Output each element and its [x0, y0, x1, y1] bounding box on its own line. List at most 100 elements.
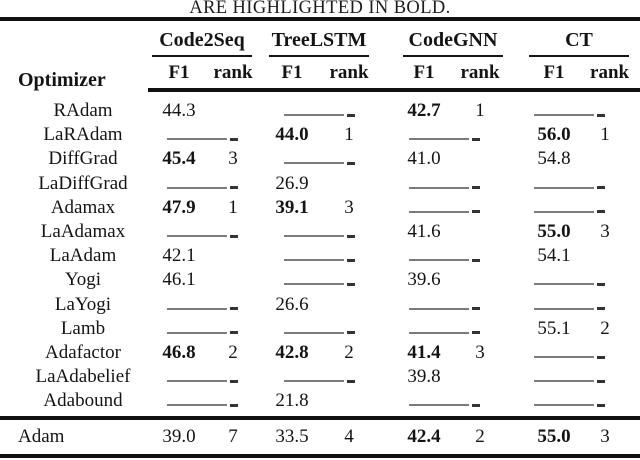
optimizer-name: DiffGrad [48, 148, 118, 170]
missing-value-dash [148, 123, 256, 147]
missing-value-dash [388, 317, 500, 341]
column-gap [256, 415, 262, 454]
missing-value-dash [388, 196, 500, 220]
column-gap [620, 317, 640, 341]
column-gap [376, 293, 388, 317]
group-header-codegnn: CodeGNN [388, 21, 518, 57]
rank-header-code2seq: rank [210, 57, 256, 92]
rank-value: 2 [600, 317, 610, 339]
rank-value [460, 220, 500, 244]
missing-value-dash [518, 293, 620, 317]
f1-header-ct: F1 [518, 57, 591, 92]
f1-header-treelstm: F1 [262, 57, 322, 92]
f1-value: 42.7 [407, 100, 441, 121]
optimizer-name: LaAdamax [40, 221, 126, 243]
dash-icon [166, 137, 238, 141]
column-gap [620, 172, 640, 196]
column-gap [376, 123, 388, 147]
column-gap [500, 57, 519, 92]
optimizer-row-adabound: Adabound 21.8 [0, 389, 640, 415]
f1-value: 42.8 [275, 342, 309, 364]
dash-icon [408, 210, 480, 214]
optimizer-name: Lamb [60, 317, 106, 339]
f1-value: 39.8 [407, 366, 441, 388]
missing-value-dash [388, 172, 500, 196]
missing-value-dash [518, 389, 620, 415]
f1-header-codegnn: F1 [388, 57, 460, 92]
column-gap [500, 123, 518, 147]
column-gap [620, 123, 640, 147]
optimizer-row-diffgrad: DiffGrad 45.4 3 41.0 54.8 [0, 147, 640, 171]
missing-value-dash [262, 147, 376, 171]
optimizer-name: LaDiffGrad [38, 172, 128, 194]
dash-icon [533, 186, 605, 190]
table-caption: ARE HIGHLIGHTED IN BOLD. [0, 0, 640, 17]
missing-value-dash [148, 172, 256, 196]
rank-header-treelstm: rank [322, 57, 376, 92]
column-gap [376, 92, 388, 123]
column-gap [376, 147, 388, 171]
f1-value: 44.0 [275, 124, 309, 146]
rank-value: 1 [475, 100, 485, 121]
group-header-code2seq: Code2Seq [148, 21, 256, 57]
missing-value-dash [148, 220, 256, 244]
column-gap [376, 268, 388, 292]
column-gap [620, 92, 640, 123]
missing-value-dash [262, 92, 376, 123]
f1-value: 55.1 [537, 317, 571, 339]
baseline-row-adam: Adam 39.0 7 33.5 4 42.4 2 55.0 3 [0, 415, 640, 454]
rank-value [210, 92, 256, 123]
column-gap [376, 21, 388, 57]
dash-icon [408, 137, 480, 141]
optimizer-rows: RAdam 44.3 42.7 1 LaRAdam 44.0 1 56.0 1 DiffGrad 4… [0, 92, 640, 416]
missing-value-dash [518, 341, 620, 365]
rank-value: 3 [600, 221, 610, 243]
missing-value-dash [518, 196, 620, 220]
rank-value [590, 147, 620, 171]
column-gap [500, 365, 518, 389]
f1-value: 42.1 [162, 245, 196, 267]
optimizer-row-laradam: LaRAdam 44.0 1 56.0 1 [0, 123, 640, 147]
optimizer-name: LaAdabelief [35, 366, 131, 388]
column-gap [620, 220, 640, 244]
dash-icon [533, 113, 605, 117]
optimizer-row-ladiffgrad: LaDiffGrad 26.9 [0, 172, 640, 196]
dash-icon [283, 258, 355, 262]
f1-value: 41.0 [407, 148, 441, 170]
dash-icon [408, 186, 480, 190]
optimizer-row-lamb: Lamb 55.1 2 [0, 317, 640, 341]
column-gap [256, 57, 262, 92]
optimizer-name: RAdam [53, 100, 113, 121]
missing-value-dash [148, 317, 256, 341]
dash-icon [283, 282, 355, 286]
table-header: Optimizer Code2Seq TreeLSTM CodeGNN CT F… [0, 21, 640, 92]
optimizer-row-layogi: LaYogi 26.6 [0, 293, 640, 317]
optimizer-name: LaAdam [49, 245, 117, 267]
rank-value [322, 172, 376, 196]
column-gap [620, 244, 640, 268]
column-gap [376, 172, 388, 196]
missing-value-dash [262, 365, 376, 389]
optimizer-name: LaRAdam [43, 124, 123, 146]
f1-value: 54.8 [537, 148, 571, 170]
optimizer-row-adamax: Adamax 47.9 1 39.1 3 [0, 196, 640, 220]
dash-icon [166, 379, 238, 383]
dash-icon [166, 307, 238, 311]
dash-icon [408, 331, 480, 335]
missing-value-dash [262, 317, 376, 341]
optimizer-row-laadam: LaAdam 42.1 54.1 [0, 244, 640, 268]
rank-header-ct: rank [590, 57, 629, 92]
f1-value: 26.9 [275, 172, 309, 194]
f1-value: 45.4 [162, 148, 196, 170]
optimizer-row-laadamax: LaAdamax 41.6 55.0 3 [0, 220, 640, 244]
dash-icon [408, 403, 480, 407]
dash-icon [283, 331, 355, 335]
group-header-code2seq-label: Code2Seq [152, 28, 252, 57]
model-group-header-row: Optimizer Code2Seq TreeLSTM CodeGNN CT [0, 21, 640, 91]
column-gap [376, 389, 388, 415]
f1-header-code2seq: F1 [148, 57, 210, 92]
rank-value: 2 [460, 415, 500, 454]
baseline-section: Adam 39.0 7 33.5 4 42.4 2 55.0 3 [0, 415, 640, 454]
dash-icon [166, 186, 238, 190]
missing-value-dash [262, 244, 376, 268]
